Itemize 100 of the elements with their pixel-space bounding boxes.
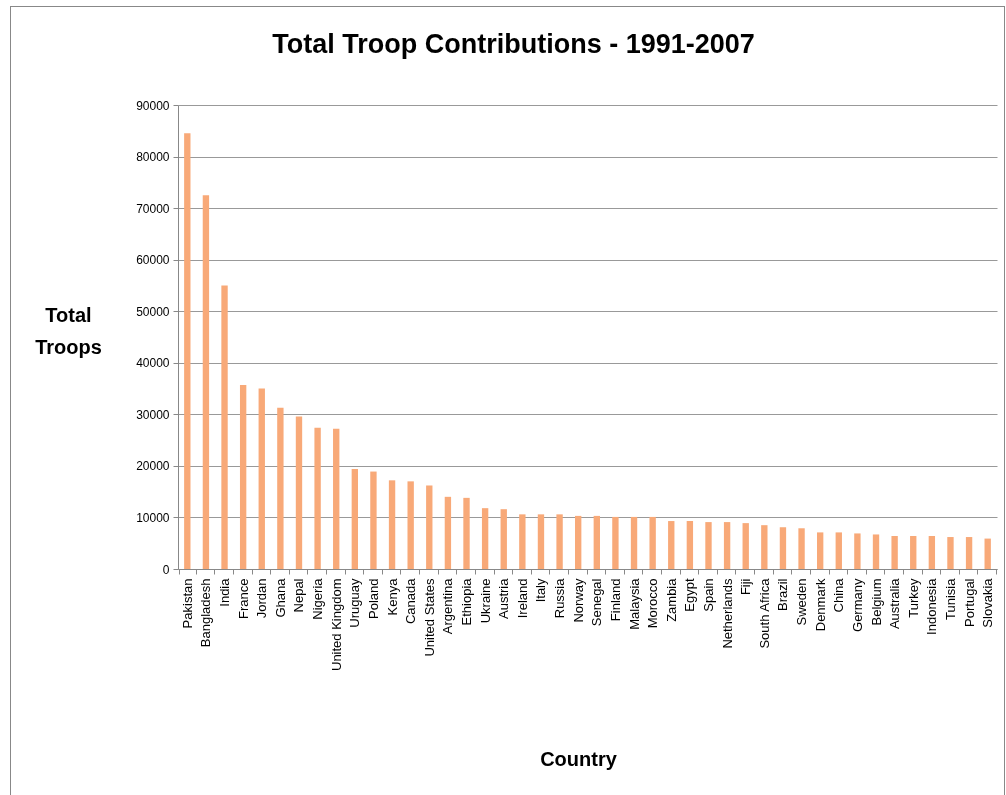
x-tick-label: China bbox=[831, 577, 847, 613]
bar bbox=[463, 497, 470, 569]
bar bbox=[370, 471, 377, 569]
bar bbox=[575, 515, 582, 569]
bar bbox=[965, 537, 973, 569]
bar bbox=[314, 427, 321, 569]
y-tick-label: 90000 bbox=[136, 98, 170, 113]
y-tick-label: 50000 bbox=[136, 304, 170, 319]
bar bbox=[351, 468, 359, 569]
bar bbox=[239, 384, 247, 569]
bar bbox=[426, 485, 433, 569]
bar bbox=[444, 496, 452, 569]
x-axis-title: Country bbox=[540, 747, 618, 770]
x-tick-label: Zambia bbox=[663, 577, 679, 622]
chart-title: Total Troop Contributions - 1991-2007 bbox=[272, 29, 755, 59]
y-axis-title: Total Troops bbox=[35, 303, 102, 358]
x-tick-label: India bbox=[217, 577, 233, 607]
x-tick-label: Turkey bbox=[905, 578, 921, 618]
x-tick-label: Argentina bbox=[440, 577, 456, 635]
x-tick-label: Malaysia bbox=[626, 577, 642, 630]
x-tick-label: South Africa bbox=[756, 577, 772, 649]
bar bbox=[984, 538, 991, 569]
x-tick-label: Ethiopia bbox=[459, 577, 475, 626]
bar bbox=[295, 416, 303, 569]
y-tick-label: 20000 bbox=[136, 459, 170, 474]
x-tick-label: Finland bbox=[607, 578, 623, 622]
bar bbox=[258, 388, 265, 569]
x-tick-label: Norway bbox=[570, 578, 586, 623]
x-tick-label: Poland bbox=[365, 578, 381, 619]
x-tick-label: Uruguay bbox=[347, 578, 363, 628]
x-tick-label: Russia bbox=[552, 577, 568, 619]
y-tick-label: 80000 bbox=[136, 150, 170, 165]
bar bbox=[537, 514, 545, 569]
y-tick-label: 60000 bbox=[136, 253, 170, 268]
bar bbox=[202, 195, 210, 569]
bar bbox=[742, 523, 749, 569]
bar bbox=[221, 285, 228, 569]
x-tick-label: Fiji bbox=[738, 578, 754, 596]
x-tick-label: Tunisia bbox=[942, 577, 958, 620]
bar bbox=[630, 516, 638, 569]
bar bbox=[947, 537, 954, 569]
x-tick-label: Sweden bbox=[794, 578, 810, 626]
bar bbox=[481, 508, 489, 569]
x-tick-label: Indonesia bbox=[924, 577, 940, 635]
x-tick-label: Netherlands bbox=[719, 578, 735, 649]
bar bbox=[388, 480, 396, 569]
bar bbox=[333, 428, 340, 569]
x-tick-label: Portugal bbox=[961, 578, 977, 627]
bar bbox=[872, 534, 880, 569]
x-tick-label: Austria bbox=[496, 577, 512, 619]
x-tick-label: Ukraine bbox=[477, 578, 493, 624]
x-tick-label: Morocco bbox=[645, 578, 661, 629]
bar bbox=[407, 481, 414, 569]
x-tick-label: France bbox=[235, 578, 251, 619]
x-tick-label: United Kingdom bbox=[328, 578, 344, 671]
bar bbox=[184, 133, 191, 569]
x-tick-label: Jordan bbox=[254, 578, 270, 619]
bar bbox=[705, 522, 712, 569]
bar bbox=[891, 536, 898, 569]
y-tick-label: 10000 bbox=[136, 510, 170, 525]
x-tick-label: Denmark bbox=[812, 578, 828, 632]
x-tick-label: Ireland bbox=[514, 578, 530, 619]
x-tick-label: Ghana bbox=[272, 577, 288, 618]
bar bbox=[761, 525, 768, 569]
x-tick-label: Australia bbox=[887, 577, 903, 630]
bar bbox=[854, 533, 861, 569]
bar bbox=[668, 521, 675, 569]
bar bbox=[779, 527, 787, 569]
bar bbox=[798, 528, 805, 569]
y-tick-label: 70000 bbox=[136, 201, 170, 216]
bar bbox=[519, 514, 526, 569]
y-tick-label: 40000 bbox=[136, 356, 170, 371]
x-tick-label: Germany bbox=[849, 578, 865, 632]
x-tick-label: Slovakia bbox=[980, 577, 996, 628]
bar bbox=[835, 532, 842, 569]
x-tick-label: Canada bbox=[403, 577, 419, 625]
bar bbox=[723, 522, 731, 569]
bar bbox=[910, 536, 917, 569]
x-tick-label: Bangladesh bbox=[198, 578, 214, 648]
x-tick-label: Senegal bbox=[589, 578, 605, 627]
x-tick-label: United States bbox=[421, 578, 437, 657]
y-tick-label: 0 bbox=[162, 562, 170, 577]
x-tick-label: Egypt bbox=[682, 578, 698, 612]
x-tick-label: Brazil bbox=[775, 578, 791, 612]
x-tick-label: Kenya bbox=[384, 577, 400, 616]
bar bbox=[816, 532, 824, 569]
bar bbox=[928, 536, 936, 569]
x-tick-label: Nigeria bbox=[310, 577, 326, 620]
bar bbox=[649, 516, 656, 569]
x-tick-label: Nepal bbox=[291, 578, 307, 613]
x-tick-label: Spain bbox=[700, 578, 716, 612]
bar bbox=[593, 515, 600, 569]
bar bbox=[612, 516, 619, 569]
y-tick-label: 30000 bbox=[136, 407, 170, 422]
x-tick-label: Belgium bbox=[868, 578, 884, 626]
bar bbox=[556, 514, 563, 569]
bar bbox=[277, 407, 284, 569]
bar bbox=[500, 509, 507, 569]
bar bbox=[686, 521, 694, 569]
x-tick-label: Italy bbox=[533, 578, 549, 603]
